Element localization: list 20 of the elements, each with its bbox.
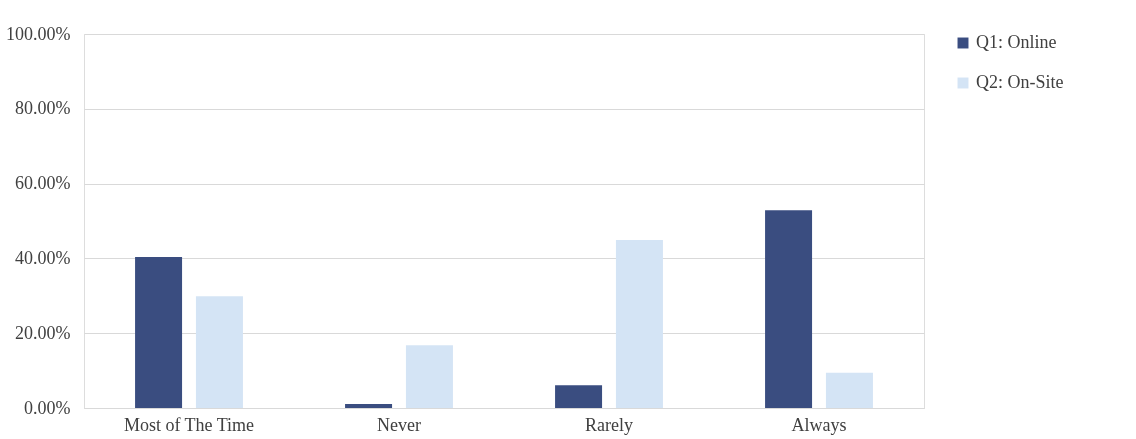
- x-tick-label: Always: [791, 414, 847, 435]
- bar: [195, 296, 243, 408]
- x-tick-label: Rarely: [585, 414, 633, 435]
- legend-label: Q2: On-Site: [976, 72, 1064, 92]
- y-tick-label: 40.00%: [15, 247, 71, 268]
- y-tick-label: 100.00%: [6, 23, 71, 44]
- x-tick-label: Never: [377, 414, 421, 435]
- bar: [555, 385, 603, 408]
- bar: [345, 403, 393, 408]
- bar: [615, 240, 663, 408]
- bar: [765, 210, 813, 408]
- bar: [825, 372, 873, 408]
- y-tick-label: 60.00%: [15, 173, 71, 194]
- y-tick-label: 80.00%: [15, 98, 71, 119]
- bar: [135, 256, 183, 408]
- bar: [405, 345, 453, 408]
- y-tick-label: 0.00%: [24, 397, 71, 418]
- legend-label: Q1: Online: [976, 32, 1057, 52]
- x-tick-label: Most of The Time: [123, 414, 255, 435]
- y-tick-label: 20.00%: [15, 322, 71, 343]
